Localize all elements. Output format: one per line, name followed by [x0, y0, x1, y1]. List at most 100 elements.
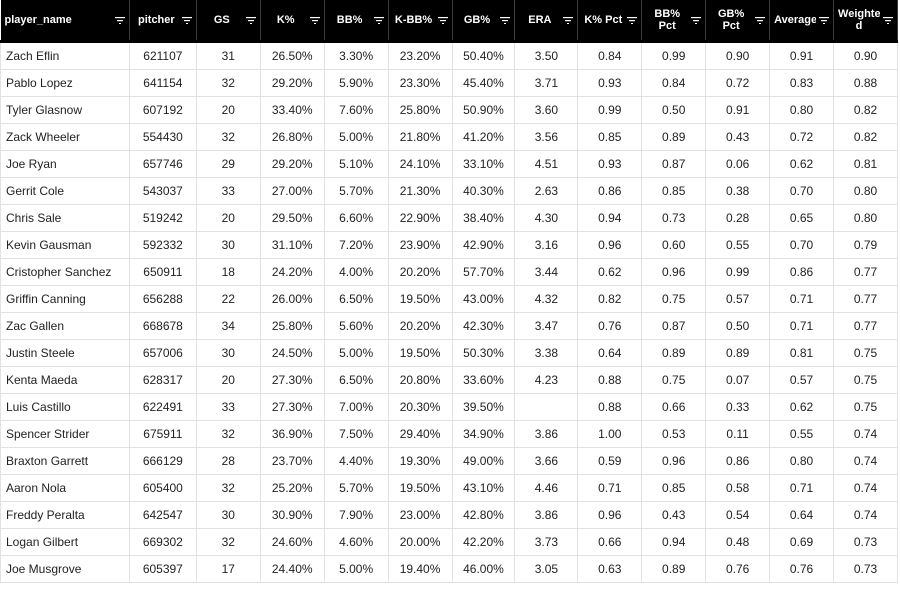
cell-kpct[interactable]: 27.00% — [260, 177, 325, 205]
cell-average[interactable]: 0.76 — [769, 555, 835, 583]
cell-player-name[interactable]: Joe Musgrove — [0, 555, 130, 583]
cell-bbpct-pct[interactable]: 0.73 — [641, 204, 707, 232]
cell-k-bbpct[interactable]: 23.30% — [388, 69, 453, 97]
cell-kpct[interactable]: 24.50% — [260, 339, 325, 367]
cell-average[interactable]: 0.70 — [769, 231, 835, 259]
cell-bbpct[interactable]: 6.50% — [324, 285, 389, 313]
cell-player-name[interactable]: Zach Eflin — [0, 41, 130, 70]
cell-kpct[interactable]: 24.40% — [260, 555, 325, 583]
cell-era[interactable]: 3.38 — [514, 339, 579, 367]
cell-average[interactable]: 0.55 — [769, 420, 835, 448]
cell-k-bbpct[interactable]: 23.20% — [388, 41, 453, 70]
filter-icon[interactable] — [755, 16, 766, 24]
cell-weighted[interactable]: 0.77 — [833, 258, 898, 286]
filter-icon[interactable] — [627, 16, 638, 24]
cell-kpct[interactable]: 27.30% — [260, 393, 325, 421]
cell-bbpct[interactable]: 5.60% — [324, 312, 389, 340]
cell-kpct[interactable]: 27.30% — [260, 366, 325, 394]
cell-pitcher[interactable]: 657746 — [129, 150, 197, 178]
cell-gs[interactable]: 33 — [196, 393, 261, 421]
cell-kpct-pct[interactable]: 0.64 — [577, 339, 643, 367]
cell-bbpct-pct[interactable]: 0.53 — [641, 420, 707, 448]
cell-gbpct-pct[interactable]: 0.54 — [705, 501, 771, 529]
cell-gbpct-pct[interactable]: 0.99 — [705, 258, 771, 286]
cell-average[interactable]: 0.86 — [769, 258, 835, 286]
cell-average[interactable]: 0.69 — [769, 528, 835, 556]
cell-kpct-pct[interactable]: 0.59 — [577, 447, 643, 475]
cell-pitcher[interactable]: 605400 — [129, 474, 197, 502]
cell-kpct-pct[interactable]: 0.85 — [577, 123, 643, 151]
cell-bbpct-pct[interactable]: 0.85 — [641, 474, 707, 502]
cell-pitcher[interactable]: 622491 — [129, 393, 197, 421]
cell-kpct[interactable]: 33.40% — [260, 96, 325, 124]
cell-kpct-pct[interactable]: 0.82 — [577, 285, 643, 313]
cell-player-name[interactable]: Kenta Maeda — [0, 366, 130, 394]
cell-kpct[interactable]: 26.50% — [260, 41, 325, 70]
cell-average[interactable]: 0.71 — [769, 312, 835, 340]
cell-k-bbpct[interactable]: 23.90% — [388, 231, 453, 259]
cell-kpct[interactable]: 30.90% — [260, 501, 325, 529]
column-header-bbpct[interactable]: BB% — [324, 0, 389, 43]
column-header-k-bbpct[interactable]: K-BB% — [388, 0, 453, 43]
cell-gbpct[interactable]: 38.40% — [452, 204, 516, 232]
cell-gs[interactable]: 29 — [196, 150, 261, 178]
filter-icon[interactable] — [373, 16, 384, 24]
cell-player-name[interactable]: Zack Wheeler — [0, 123, 130, 151]
cell-gs[interactable]: 31 — [196, 41, 261, 70]
cell-era[interactable]: 3.47 — [514, 312, 579, 340]
cell-bbpct-pct[interactable]: 0.60 — [641, 231, 707, 259]
cell-kpct-pct[interactable]: 0.93 — [577, 69, 643, 97]
cell-gbpct-pct[interactable]: 0.91 — [705, 96, 771, 124]
cell-weighted[interactable]: 0.79 — [833, 231, 898, 259]
cell-gbpct-pct[interactable]: 0.07 — [705, 366, 771, 394]
cell-gs[interactable]: 20 — [196, 366, 261, 394]
cell-kpct[interactable]: 24.60% — [260, 528, 325, 556]
cell-kpct-pct[interactable]: 0.63 — [577, 555, 643, 583]
cell-kpct[interactable]: 25.80% — [260, 312, 325, 340]
cell-gs[interactable]: 30 — [196, 339, 261, 367]
cell-kpct[interactable]: 26.00% — [260, 285, 325, 313]
cell-gs[interactable]: 34 — [196, 312, 261, 340]
cell-bbpct-pct[interactable]: 0.43 — [641, 501, 707, 529]
cell-kpct[interactable]: 31.10% — [260, 231, 325, 259]
cell-era[interactable]: 4.51 — [514, 150, 579, 178]
cell-gbpct-pct[interactable]: 0.28 — [705, 204, 771, 232]
cell-weighted[interactable]: 0.77 — [833, 285, 898, 313]
cell-bbpct[interactable]: 7.90% — [324, 501, 389, 529]
cell-gbpct-pct[interactable]: 0.55 — [705, 231, 771, 259]
cell-era[interactable]: 3.56 — [514, 123, 579, 151]
cell-k-bbpct[interactable]: 19.30% — [388, 447, 453, 475]
cell-bbpct[interactable]: 6.50% — [324, 366, 389, 394]
cell-average[interactable]: 0.81 — [769, 339, 835, 367]
cell-player-name[interactable]: Joe Ryan — [0, 150, 130, 178]
cell-weighted[interactable]: 0.80 — [833, 204, 898, 232]
cell-bbpct-pct[interactable]: 0.75 — [641, 285, 707, 313]
cell-kpct[interactable]: 29.50% — [260, 204, 325, 232]
cell-bbpct-pct[interactable]: 0.96 — [641, 447, 707, 475]
column-header-weighted[interactable]: Weighte d — [833, 0, 898, 43]
cell-gbpct[interactable]: 42.80% — [452, 501, 516, 529]
cell-gbpct-pct[interactable]: 0.58 — [705, 474, 771, 502]
column-header-average[interactable]: Average — [769, 0, 835, 43]
cell-bbpct[interactable]: 4.00% — [324, 258, 389, 286]
cell-era[interactable]: 3.16 — [514, 231, 579, 259]
cell-gbpct[interactable]: 46.00% — [452, 555, 516, 583]
cell-kpct[interactable]: 25.20% — [260, 474, 325, 502]
cell-k-bbpct[interactable]: 20.20% — [388, 312, 453, 340]
cell-kpct-pct[interactable]: 0.86 — [577, 177, 643, 205]
cell-pitcher[interactable]: 554430 — [129, 123, 197, 151]
cell-k-bbpct[interactable]: 24.10% — [388, 150, 453, 178]
cell-bbpct-pct[interactable]: 0.66 — [641, 393, 707, 421]
cell-weighted[interactable]: 0.74 — [833, 420, 898, 448]
column-header-bbpct-pct[interactable]: BB% Pct — [641, 0, 707, 43]
cell-average[interactable]: 0.65 — [769, 204, 835, 232]
cell-kpct[interactable]: 36.90% — [260, 420, 325, 448]
cell-weighted[interactable]: 0.77 — [833, 312, 898, 340]
cell-weighted[interactable]: 0.73 — [833, 528, 898, 556]
cell-average[interactable]: 0.80 — [769, 447, 835, 475]
cell-kpct-pct[interactable]: 0.71 — [577, 474, 643, 502]
cell-gbpct[interactable]: 50.90% — [452, 96, 516, 124]
filter-icon[interactable] — [691, 16, 702, 24]
cell-weighted[interactable]: 0.88 — [833, 69, 898, 97]
cell-bbpct[interactable]: 6.60% — [324, 204, 389, 232]
